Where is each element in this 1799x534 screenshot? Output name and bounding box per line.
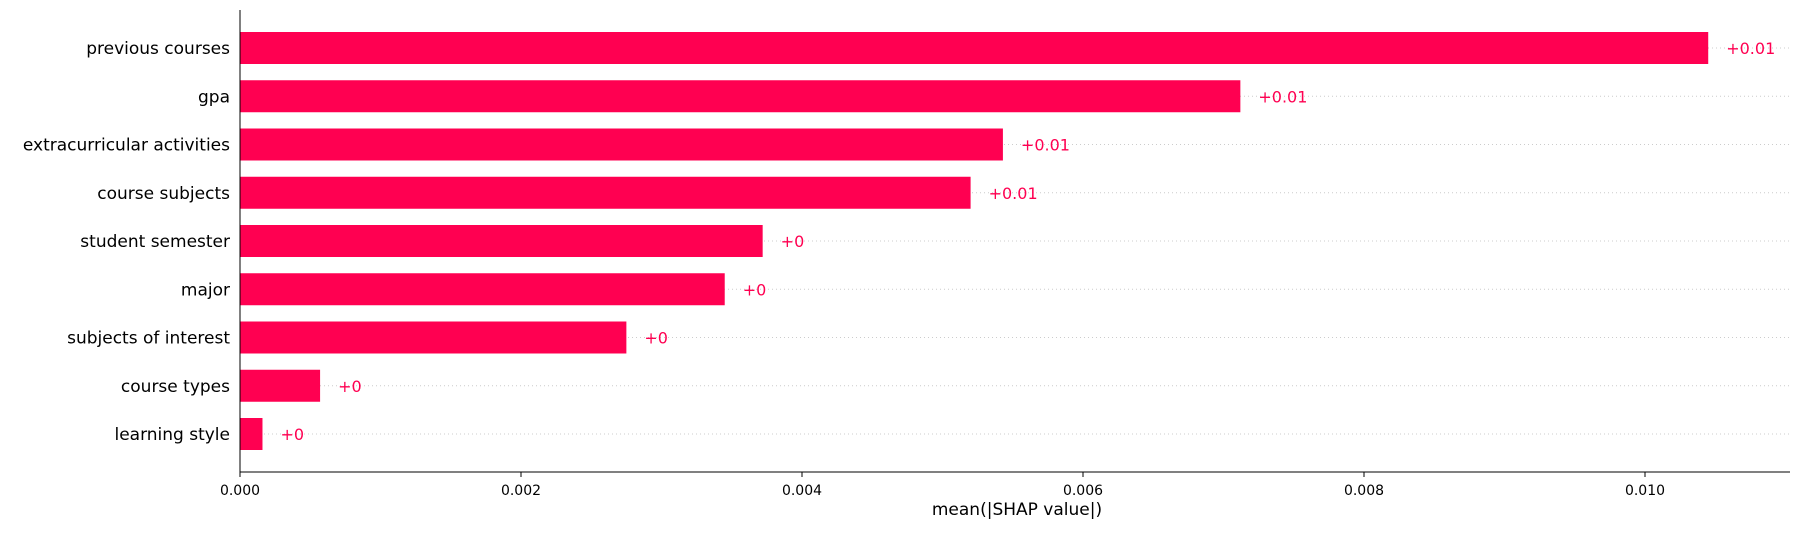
bar-gpa xyxy=(240,80,1241,113)
x-tick-label: 0.010 xyxy=(1625,483,1665,499)
y-tick-label: major xyxy=(181,280,230,300)
x-axis-title: mean(|SHAP value|) xyxy=(932,500,1102,520)
bars-group xyxy=(240,32,1709,450)
bar-major xyxy=(240,273,725,306)
bar-value-label: +0.01 xyxy=(1258,87,1307,106)
x-tick-label: 0.002 xyxy=(501,483,541,499)
x-tick-label: 0.004 xyxy=(782,483,822,499)
y-tick-label: course types xyxy=(121,377,230,397)
bar-value-label: +0 xyxy=(781,232,805,251)
bar-course-subjects xyxy=(240,176,971,209)
bar-value-label: +0.01 xyxy=(1021,136,1070,155)
bar-course-types xyxy=(240,369,321,402)
bar-student-semester xyxy=(240,225,763,257)
x-axis: 0.000 0.002 0.004 0.006 0.008 0.010 xyxy=(220,471,1790,499)
y-axis-labels: previous courses gpa extracurricular activ… xyxy=(23,39,230,445)
y-tick-label: student semester xyxy=(80,232,230,252)
y-tick-label: subjects of interest xyxy=(67,329,230,349)
bar-value-label: +0 xyxy=(644,329,668,348)
y-tick-label: extracurricular activities xyxy=(23,136,230,156)
y-tick-label: gpa xyxy=(198,87,230,107)
bar-value-label: +0 xyxy=(743,280,767,299)
y-tick-label: course subjects xyxy=(97,184,230,204)
bar-value-label: +0 xyxy=(280,425,304,444)
x-tick-label: 0.000 xyxy=(220,483,260,499)
x-tick-label: 0.006 xyxy=(1063,483,1103,499)
bar-previous-courses xyxy=(240,32,1709,64)
bar-learning-style xyxy=(240,418,263,450)
x-tick-label: 0.008 xyxy=(1344,483,1384,499)
bar-subjects-of-interest xyxy=(240,321,627,354)
bar-value-label: +0.01 xyxy=(989,184,1038,203)
bar-value-label: +0.01 xyxy=(1726,39,1775,58)
bar-value-labels: +0.01 +0.01 +0.01 +0.01 +0 +0 +0 +0 +0 xyxy=(280,39,1775,444)
bar-extracurricular-activities xyxy=(240,128,1003,161)
y-tick-label: learning style xyxy=(114,425,230,445)
y-tick-label: previous courses xyxy=(86,39,230,59)
bar-value-label: +0 xyxy=(338,377,362,396)
